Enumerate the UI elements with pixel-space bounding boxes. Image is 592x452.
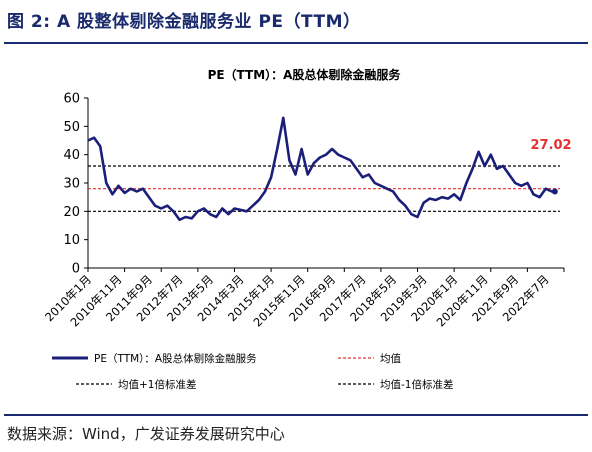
x-tick-labels: 2010年1月2010年11月2011年9月2012年7月2013年5月2014… bbox=[42, 272, 552, 329]
latest-value-label: 27.02 bbox=[530, 138, 571, 153]
legend-label-3: 均值-1倍标准差 bbox=[380, 378, 453, 391]
legend-label-1: 均值 bbox=[380, 352, 401, 365]
source-rule bbox=[4, 414, 588, 416]
title-rule bbox=[4, 42, 588, 44]
y-tick-label: 10 bbox=[63, 233, 80, 248]
latest-point bbox=[551, 188, 558, 195]
chart-title: PE（TTM）：A股总体剔除金融服务 bbox=[208, 67, 402, 82]
y-tick-label: 20 bbox=[63, 205, 80, 220]
reference-lines bbox=[88, 165, 560, 212]
figure-title: 图 2: A 股整体剔除金融服务业 PE（TTM） bbox=[7, 12, 361, 32]
y-tick-label: 30 bbox=[63, 177, 80, 192]
legend-label-2: 均值+1倍标准差 bbox=[118, 378, 196, 391]
source-note: 数据来源：Wind，广发证券发展研究中心 bbox=[7, 425, 285, 443]
legend-label-0: PE（TTM）：A股总体剔除金融服务 bbox=[94, 352, 257, 365]
chart-axes: 0 10 20 30 40 50 60 bbox=[63, 92, 565, 277]
y-tick-label: 60 bbox=[63, 92, 80, 107]
pe-series-line bbox=[87, 116, 555, 222]
y-tick-label: 0 bbox=[72, 262, 80, 277]
series-group bbox=[87, 116, 558, 222]
y-tick-label: 40 bbox=[63, 148, 80, 163]
y-tick-label: 50 bbox=[63, 120, 80, 135]
